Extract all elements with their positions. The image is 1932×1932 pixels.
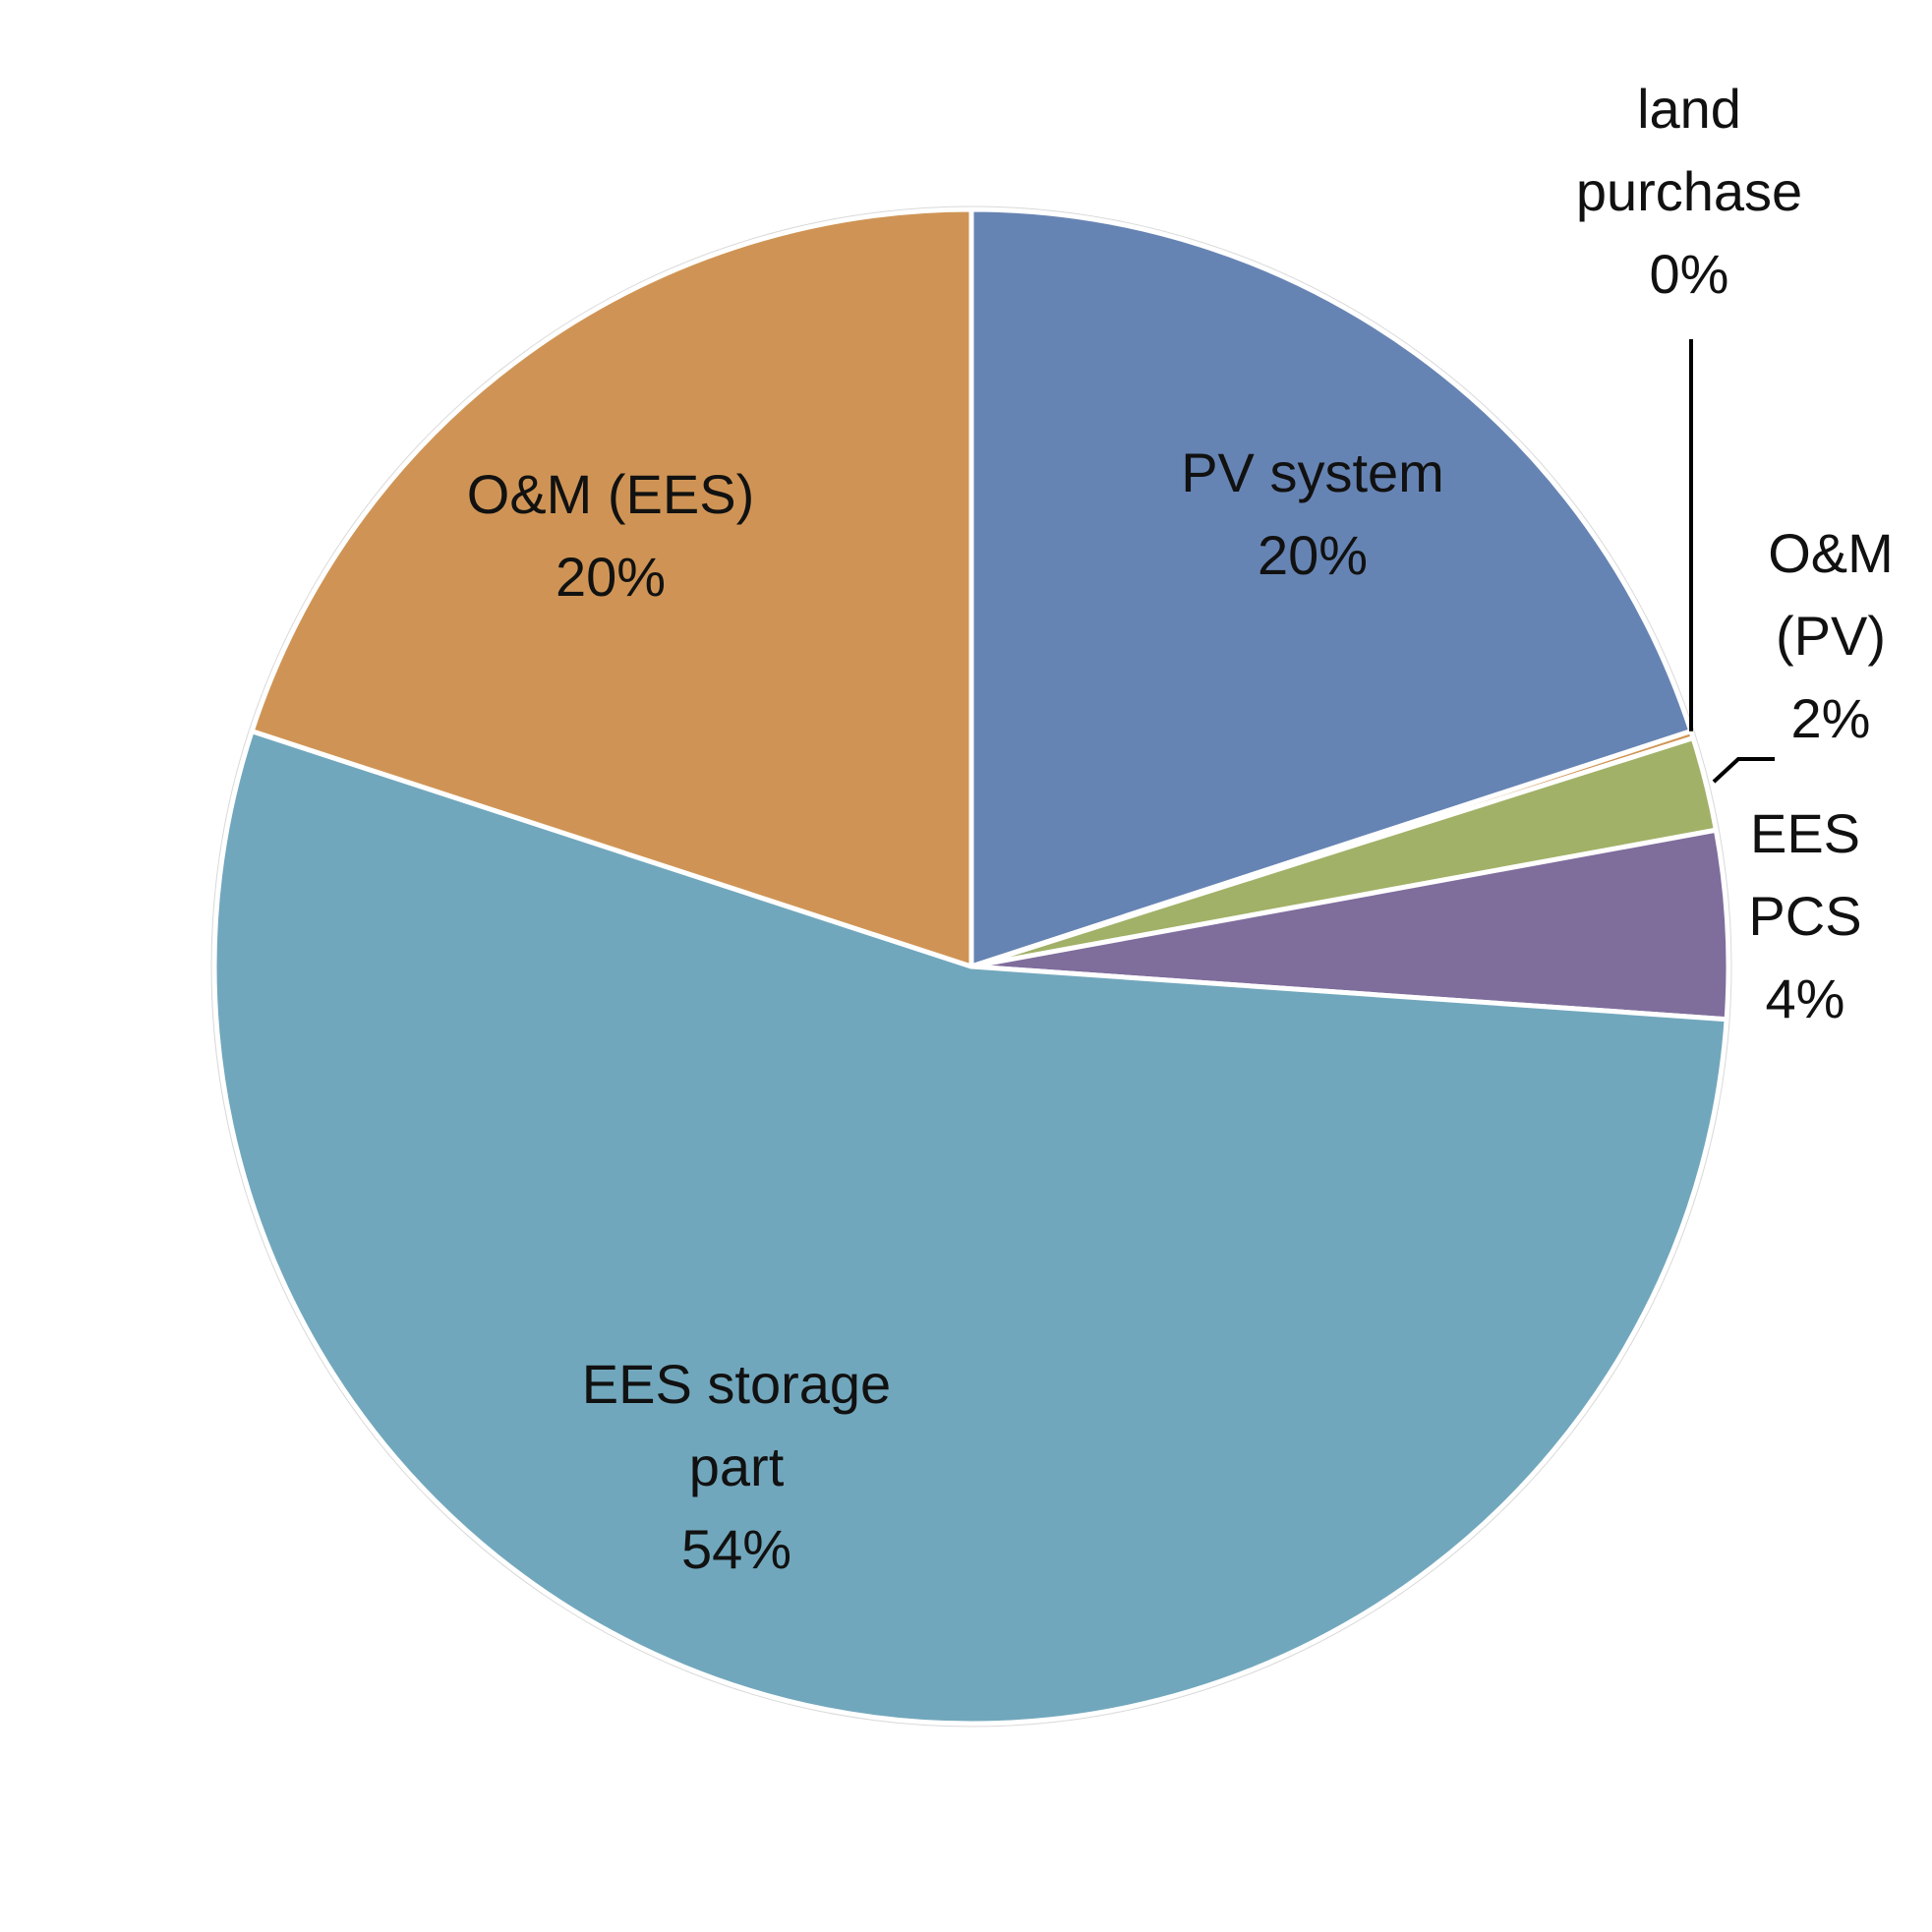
leader-lines-layer	[1689, 339, 1775, 784]
slice-label-o-m-pv: O&M (PV) 2%	[1768, 522, 1894, 749]
slice-label-ees-pcs: EES PCS 4%	[1748, 802, 1861, 1029]
leader-line-om-pv	[1712, 757, 1775, 784]
labels-layer: PV system 20% land purchase 0% O&M (PV) 2% EES PC…	[467, 78, 1894, 1580]
slices-layer	[210, 205, 1732, 1727]
slice-label-pv-system: PV system 20%	[1181, 441, 1444, 586]
pie-slice-ees-pcs	[968, 827, 1731, 1023]
slice-label-ees-storage-part: EES storage part 54%	[582, 1353, 891, 1580]
pie-slice-ees-storage-part	[211, 729, 1729, 1727]
slice-label-land-purchase: land purchase 0%	[1576, 78, 1802, 305]
pie-slice-o-m-ees	[249, 206, 974, 969]
slice-label-o-m-ees: O&M (EES) 20%	[467, 463, 754, 608]
pie-slice-pv-system	[968, 206, 1694, 969]
